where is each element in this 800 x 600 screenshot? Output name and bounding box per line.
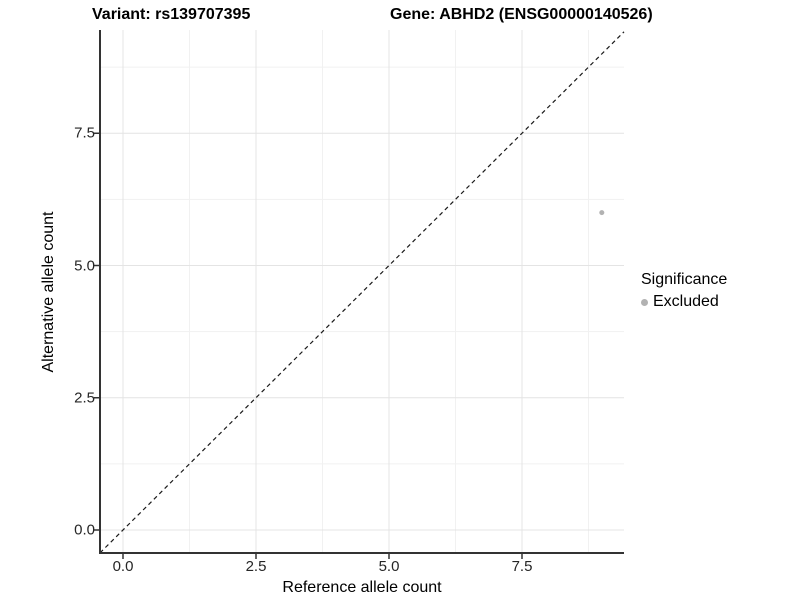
x-tick-label: 2.5 xyxy=(245,558,267,575)
data-point xyxy=(599,210,605,216)
y-tick-label: 2.5 xyxy=(74,389,95,407)
x-tick-label: 7.5 xyxy=(511,558,533,575)
x-tick-label: 0.0 xyxy=(112,558,134,575)
plot-title-gene: Gene: ABHD2 (ENSG00000140526) xyxy=(390,6,653,23)
legend: Significance Excluded xyxy=(641,271,727,311)
legend-title: Significance xyxy=(641,271,728,288)
x-axis-title: Reference allele count xyxy=(282,579,442,596)
identity-dashed-line xyxy=(99,31,625,554)
legend-item-label: Excluded xyxy=(653,293,719,310)
y-tick-label: 7.5 xyxy=(74,124,95,142)
legend-item-excluded: Excluded xyxy=(641,293,727,311)
y-axis-title: Alternative allele count xyxy=(40,211,57,373)
x-tick-label: 5.0 xyxy=(378,558,400,575)
plot-title-variant: Variant: rs139707395 xyxy=(92,6,251,23)
y-tick-label: 5.0 xyxy=(74,257,95,274)
legend-point-icon xyxy=(641,298,648,306)
y-tick-label: 0.0 xyxy=(74,521,95,539)
